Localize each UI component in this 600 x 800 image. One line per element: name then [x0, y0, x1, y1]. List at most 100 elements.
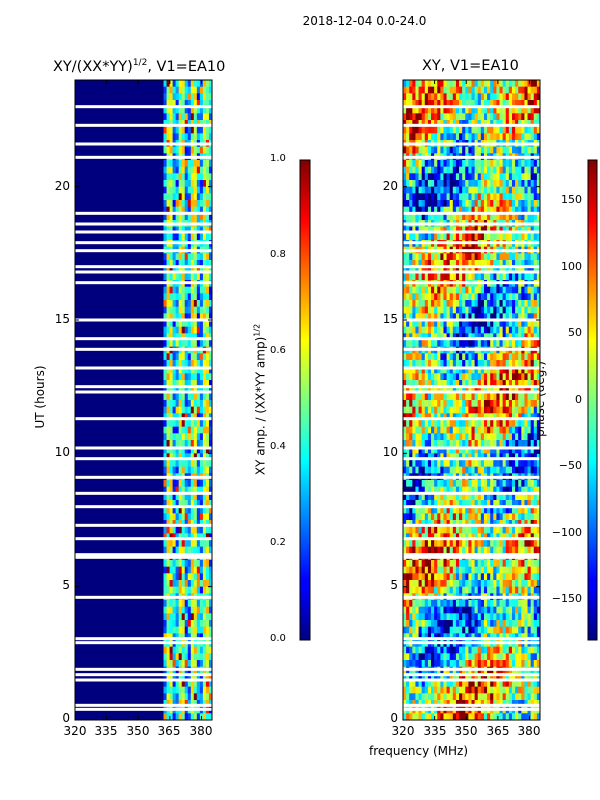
phase-cell — [480, 526, 485, 534]
amp-cell — [175, 573, 180, 581]
phase-cell — [459, 493, 463, 501]
phase-cell — [524, 100, 528, 108]
phase-cell — [465, 486, 469, 494]
phase-cell — [449, 480, 454, 488]
phase-cell — [412, 420, 416, 428]
phase-cell — [446, 480, 451, 488]
amp-cell — [202, 386, 207, 394]
phase-cell — [524, 380, 528, 388]
phase-cell — [533, 526, 538, 534]
phase-cell — [412, 80, 416, 88]
phase-cell — [406, 200, 410, 208]
amp-cell — [199, 160, 204, 168]
phase-cell — [459, 186, 463, 194]
amp-cell — [175, 253, 180, 261]
amp-cell — [190, 673, 195, 681]
amp-cell — [163, 446, 167, 454]
amp-cell — [196, 313, 201, 321]
amp-cell — [205, 366, 210, 374]
amp-cell — [169, 500, 174, 508]
amp-cell — [175, 633, 180, 641]
amp-cell — [208, 660, 212, 668]
phase-cell — [505, 466, 510, 474]
amp-cell — [172, 133, 177, 141]
phase-cell — [418, 233, 423, 241]
phase-cell — [483, 213, 488, 221]
amp-cell — [172, 493, 177, 501]
amp-cell — [187, 386, 192, 394]
phase-cell — [455, 226, 460, 234]
left-y-tick-20: 20 — [54, 179, 70, 193]
amp-cell — [166, 653, 170, 661]
amp-cell — [193, 533, 198, 541]
phase-cell — [452, 93, 457, 101]
phase-cell — [518, 266, 522, 274]
amp-cell — [169, 466, 174, 474]
phase-cell — [505, 213, 510, 221]
amp-cell — [205, 680, 210, 688]
phase-cell — [455, 513, 460, 521]
phase-cell — [496, 120, 500, 128]
phase-cell — [437, 440, 441, 448]
amp-cell — [169, 546, 174, 554]
phase-cell — [403, 300, 407, 308]
amp-cell — [178, 320, 183, 328]
phase-cell — [490, 113, 494, 121]
phase-cell — [518, 533, 522, 541]
amp-cell — [190, 273, 195, 281]
phase-cell — [521, 446, 525, 454]
amp-cell — [175, 106, 180, 114]
phase-cell — [490, 260, 494, 268]
phase-cb-tick-0: 0 — [575, 393, 582, 406]
phase-cell — [449, 513, 454, 521]
phase-cell — [518, 300, 522, 308]
amp-cell — [196, 253, 201, 261]
amp-cell — [178, 613, 183, 621]
phase-cell — [515, 486, 519, 494]
phase-cell — [415, 186, 419, 194]
phase-cell — [431, 386, 435, 394]
amp-cell — [175, 660, 180, 668]
phase-cell — [483, 293, 488, 301]
phase-cell — [527, 373, 532, 381]
phase-cell — [443, 273, 447, 281]
amp-cell — [184, 146, 189, 154]
phase-cell — [515, 106, 519, 114]
phase-cell — [474, 86, 479, 94]
phase-cell — [524, 233, 528, 241]
amp-cell — [172, 160, 177, 168]
amp-cell — [196, 213, 201, 221]
phase-cell — [412, 266, 416, 274]
phase-cell — [455, 573, 460, 581]
phase-cell — [487, 446, 491, 454]
phase-cell — [521, 320, 525, 328]
amp-cell — [193, 626, 198, 634]
amp-cell — [175, 540, 180, 548]
phase-cell — [437, 160, 441, 168]
phase-cell — [424, 353, 429, 361]
phase-cell — [424, 400, 429, 408]
amp-cell — [175, 226, 180, 234]
phase-cell — [418, 253, 423, 261]
phase-cell — [434, 226, 438, 234]
phase-cell — [480, 286, 485, 294]
phase-cell — [415, 166, 419, 174]
phase-cell — [415, 500, 419, 508]
amp-cell — [163, 613, 167, 621]
phase-cell — [459, 420, 463, 428]
phase-cell — [471, 260, 476, 268]
amp-cell — [178, 673, 183, 681]
phase-cell — [434, 360, 438, 368]
phase-cell — [493, 506, 497, 514]
phase-cell — [412, 200, 416, 208]
amp-cell — [199, 686, 204, 694]
phase-cell — [530, 433, 535, 441]
amp-cell — [196, 93, 201, 101]
amp-cell — [196, 100, 201, 108]
phase-cell — [518, 206, 522, 214]
phase-cell — [530, 173, 535, 181]
phase-cell — [502, 580, 507, 588]
phase-cell — [452, 200, 457, 208]
phase-cell — [424, 226, 429, 234]
phase-cell — [508, 520, 513, 528]
